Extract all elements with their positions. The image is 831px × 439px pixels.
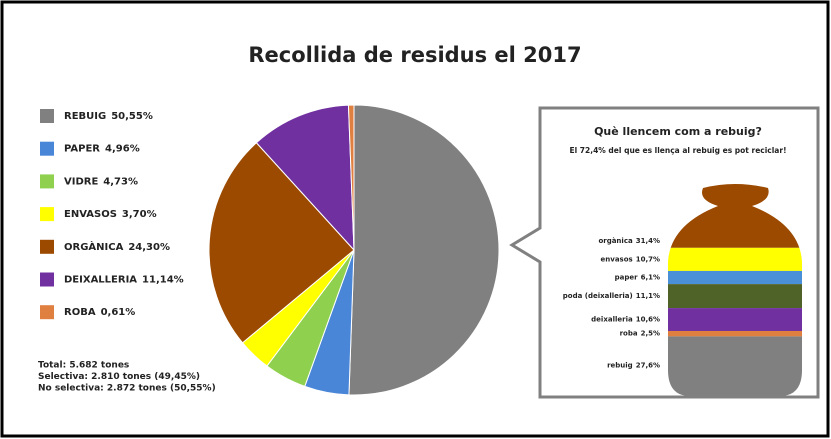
sack-label: envasos 10,7% xyxy=(601,255,660,263)
sack-label: orgànica 31,4% xyxy=(598,237,660,245)
pie-slice xyxy=(347,104,355,251)
label-name: ENVASOS xyxy=(64,209,117,220)
pie-slice xyxy=(348,104,500,396)
legend-entry: PAPER 4,96% xyxy=(64,144,140,155)
label-value: 11,14% xyxy=(142,275,184,286)
label-value: 27,6% xyxy=(636,361,660,369)
callout-subtitle: El 72,4% del que es llença al rebuig es … xyxy=(570,146,787,155)
legend-entry: ENVASOS 3,70% xyxy=(64,209,157,220)
label-name: ORGÀNICA xyxy=(64,240,124,253)
sack-band xyxy=(668,308,802,331)
legend-swatch xyxy=(40,272,54,287)
label-name: VIDRE xyxy=(64,176,98,187)
legend-swatch xyxy=(40,174,54,189)
summary-line: No selectiva: 2.872 tones (50,55%) xyxy=(38,384,216,394)
label-name: DEIXALLERIA xyxy=(64,275,137,286)
callout-title: Què llencem com a rebuig? xyxy=(594,125,762,138)
sack-band xyxy=(668,284,802,309)
legend-entry: REBUIG 50,55% xyxy=(64,111,153,122)
label-value: 2,5% xyxy=(641,330,660,338)
sack-band xyxy=(668,336,802,396)
label-value: 31,4% xyxy=(636,237,660,245)
label-value: 6,1% xyxy=(641,274,660,282)
label-name: ROBA xyxy=(64,307,96,318)
label-name: paper xyxy=(615,274,638,282)
summary-line: Total: 5.682 tones xyxy=(38,361,129,371)
sack-label: rebuig 27,6% xyxy=(607,361,660,369)
label-name: poda (deixalleria) xyxy=(563,292,633,300)
label-name: envasos xyxy=(601,255,633,263)
label-value: 0,61% xyxy=(101,307,136,318)
label-name: rebuig xyxy=(607,361,633,369)
sack-label: deixalleria 10,6% xyxy=(591,316,660,324)
label-name: roba xyxy=(620,330,638,338)
legend-entry: ORGÀNICA 24,30% xyxy=(64,240,170,253)
label-name: deixalleria xyxy=(591,316,633,324)
legend-swatch xyxy=(40,239,54,254)
sack xyxy=(668,184,802,396)
chart-title: Recollida de residus el 2017 xyxy=(248,43,581,67)
sack-label: poda (deixalleria) 11,1% xyxy=(563,292,660,300)
label-value: 24,30% xyxy=(128,242,170,253)
summary-line: Selectiva: 2.810 tones (49,45%) xyxy=(38,372,200,382)
label-name: REBUIG xyxy=(64,111,106,122)
pie-slice xyxy=(255,104,355,252)
sack-label: paper 6,1% xyxy=(615,274,660,282)
label-value: 11,1% xyxy=(636,292,660,300)
sack-band xyxy=(668,247,802,271)
label-value: 50,55% xyxy=(111,111,153,122)
legend-entry: DEIXALLERIA 11,14% xyxy=(64,275,184,286)
legend-swatch xyxy=(40,141,54,156)
legend-swatch xyxy=(40,207,54,222)
legend-entry: ROBA 0,61% xyxy=(64,307,135,318)
label-value: 4,96% xyxy=(105,144,140,155)
legend-swatch xyxy=(40,305,54,320)
label-name: PAPER xyxy=(64,144,100,155)
sack-band xyxy=(668,270,802,285)
label-name: orgànica xyxy=(598,237,633,245)
legend-entry: VIDRE 4,73% xyxy=(64,176,138,187)
label-value: 3,70% xyxy=(122,209,157,220)
sack-label: roba 2,5% xyxy=(620,330,660,338)
legend-swatch xyxy=(40,109,54,123)
label-value: 10,7% xyxy=(636,255,660,263)
pie-slice xyxy=(208,142,355,344)
label-value: 4,73% xyxy=(103,176,138,187)
label-value: 10,6% xyxy=(636,316,660,324)
sack-band xyxy=(668,330,802,337)
